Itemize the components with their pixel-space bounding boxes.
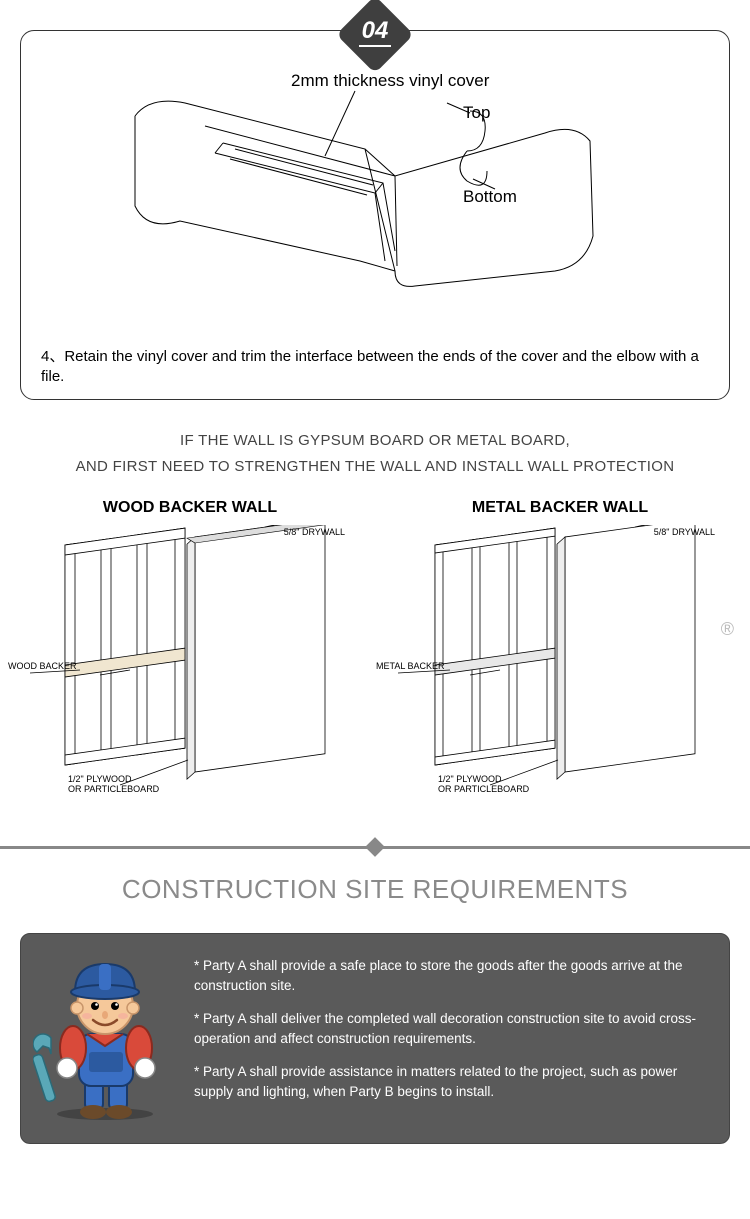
- requirements-box: * Party A shall provide a safe place to …: [20, 933, 730, 1144]
- metal-title: METAL BACKER WALL: [380, 499, 740, 517]
- divider-line-left: [0, 846, 371, 849]
- req-item: * Party A shall provide a safe place to …: [194, 956, 707, 995]
- section-title: CONSTRUCTION SITE REQUIREMENTS: [0, 874, 750, 905]
- worker-icon: [33, 956, 178, 1121]
- notice-line-2: AND FIRST NEED TO STRENGTHEN THE WALL AN…: [20, 454, 730, 480]
- annot-top: Top: [463, 103, 490, 123]
- wood-title: WOOD BACKER WALL: [10, 499, 370, 517]
- annot-main: 2mm thickness vinyl cover: [291, 71, 489, 91]
- req-item: * Party A shall provide assistance in ma…: [194, 1062, 707, 1101]
- plywood-label-metal-2: OR PARTICLEBOARD: [438, 784, 529, 794]
- plywood-label-wood-2: OR PARTICLEBOARD: [68, 784, 159, 794]
- metal-backer-label: METAL BACKER: [376, 661, 445, 671]
- divider-line-right: [379, 846, 750, 849]
- step-panel: 04 2mm thickness vinyl cover Top Bottom …: [20, 30, 730, 400]
- notice-line-1: IF THE WALL IS GYPSUM BOARD OR METAL BOA…: [20, 428, 730, 454]
- req-item: * Party A shall deliver the completed wa…: [194, 1009, 707, 1048]
- section-divider: [0, 840, 750, 854]
- annot-bottom: Bottom: [463, 187, 517, 207]
- wood-backer-label: WOOD BACKER: [8, 661, 77, 671]
- drywall-label-wood: 5/8" DRYWALL: [284, 527, 345, 537]
- notice-block: IF THE WALL IS GYPSUM BOARD OR METAL BOA…: [20, 428, 730, 479]
- plywood-label-metal-1: 1/2" PLYWOOD: [438, 774, 529, 784]
- step-caption: 4、Retain the vinyl cover and trim the in…: [41, 347, 709, 388]
- wood-backer-col: WOOD BACKER WALL: [10, 499, 370, 810]
- step-underline: [359, 45, 391, 47]
- drywall-label-metal: 5/8" DRYWALL: [654, 527, 715, 537]
- metal-backer-col: METAL BACKER WALL: [380, 499, 740, 810]
- plywood-label-wood-1: 1/2" PLYWOOD: [68, 774, 159, 784]
- requirements-list: * Party A shall provide a safe place to …: [194, 956, 707, 1101]
- step-diagram: [95, 61, 655, 321]
- divider-diamond: [365, 837, 385, 857]
- step-number: 04: [362, 17, 389, 45]
- backer-row: ® WOOD BACKER WALL: [10, 499, 740, 810]
